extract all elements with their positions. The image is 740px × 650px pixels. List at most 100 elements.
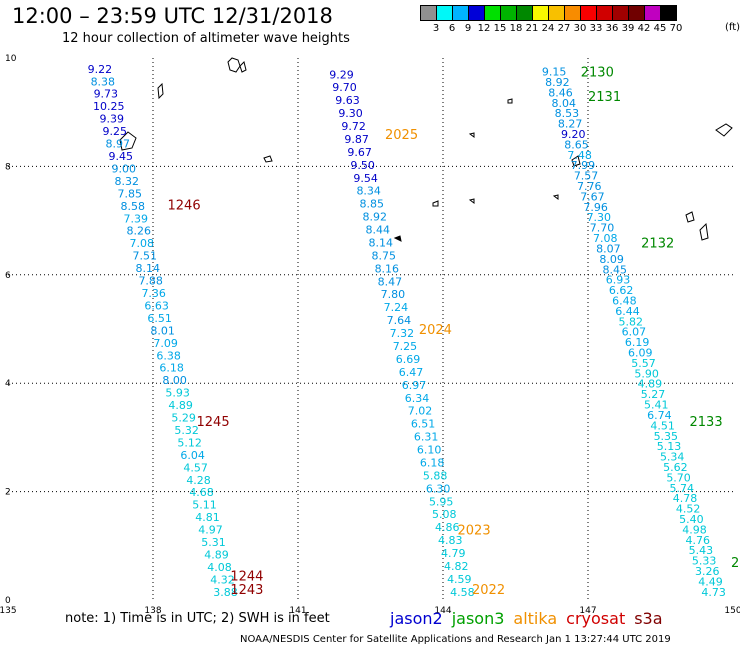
wave-height-label: 6.31 [414,431,439,444]
wave-height-label: 9.87 [344,133,369,146]
wave-height-label: 4.89 [168,399,193,412]
wave-height-label: 6.51 [411,418,436,431]
chart-subtitle: 12 hour collection of altimeter wave hei… [62,31,350,46]
wave-height-label: 5.88 [423,469,448,482]
satellite-label: altika [513,609,558,628]
wave-height-label: 7.02 [408,405,433,418]
wave-height-label: 4.57 [183,461,208,474]
time-label: 2025 [385,128,418,143]
time-label: 2024 [419,323,452,338]
wave-height-label: 4.97 [198,524,223,537]
wave-height-label: 8.09 [599,253,624,266]
legend-label: 21 [525,23,539,34]
wave-height-label: 9.29 [329,68,354,81]
wave-height-label: 8.53 [555,107,580,120]
wave-height-label: 6.44 [615,305,640,318]
wave-height-label: 8.97 [106,138,131,151]
time-label: 2130 [581,66,614,81]
wave-height-label: 8.14 [135,262,160,275]
wave-height-label: 5.43 [689,544,714,557]
legend-swatch [660,5,677,21]
wave-height-label: 6.74 [647,409,672,422]
y-tick-label: 10 [5,54,17,64]
x-tick-label: 138 [144,606,161,616]
time-label: 1244 [230,570,263,585]
wave-height-label: 9.39 [100,113,125,126]
wave-height-label: 8.44 [366,224,391,237]
wave-height-label: 7.64 [387,314,412,327]
wave-height-label: 8.46 [548,86,573,99]
satellite-legend: jason2 jason3 altika cryosat s3a [390,609,672,628]
legend-label: 42 [637,23,651,34]
wave-height-label: 5.13 [657,440,682,453]
wave-height-label: 4.28 [186,474,211,487]
wave-height-label: 9.00 [112,162,137,175]
wave-height-label: 7.36 [141,287,166,300]
wave-height-label: 5.12 [177,436,202,449]
time-label: 1245 [197,415,230,430]
wave-height-label: 4.59 [447,573,472,586]
island-outline [432,200,439,207]
time-label: 2 [731,556,739,571]
wave-height-label: 7.25 [393,340,418,353]
legend-swatches [420,5,677,21]
legend-unit: (ft) [725,22,740,33]
wave-height-label: 5.62 [663,461,688,474]
y-tick-label: 4 [5,379,11,389]
footer-note: note: 1) Time is in UTC; 2) SWH is in fe… [65,611,330,626]
wave-height-label: 9.72 [341,120,366,133]
wave-height-label: 7.76 [577,180,602,193]
island-outline [552,194,559,200]
wave-height-label: 5.31 [201,536,226,549]
legend-label: 30 [573,23,587,34]
wave-height-label: 5.74 [670,482,695,495]
legend-label: 6 [448,23,456,34]
legend-label: 9 [464,23,472,34]
wave-height-label: 5.82 [618,315,643,328]
wave-height-label: 7.30 [587,211,612,224]
wave-height-label: 5.08 [432,508,457,521]
wave-height-label: 6.69 [396,353,421,366]
wave-height-label: 5.32 [174,424,199,437]
wave-height-label: 8.34 [356,185,381,198]
wave-height-label: 8.16 [375,262,400,275]
wave-height-label: 6.51 [147,312,172,325]
wave-height-label: 7.80 [381,288,406,301]
legend-labels: 3 6 9 12 15 18 21 24 27 30 33 36 39 42 45 70 [420,21,683,35]
wave-height-label: 4.81 [195,511,220,524]
wave-height-label: 8.92 [545,76,570,89]
wave-height-label: 7.32 [390,327,415,340]
time-label: 1246 [168,198,201,213]
wave-height-label: 4.89 [204,549,229,562]
wave-height-label: 3.88 [213,586,238,599]
chart-title: 12:00 – 23:59 UTC 12/31/2018 [12,4,333,28]
legend-label: 15 [493,23,507,34]
wave-height-labels: 9.228.389.7310.259.399.258.979.459.008.3… [88,63,726,599]
wave-height-label: 9.30 [338,107,363,120]
legend-label: 24 [541,23,555,34]
wave-height-label: 4.89 [638,378,663,391]
wave-height-label: 4.82 [444,560,469,573]
wave-height-label: 7.57 [574,170,599,183]
wave-height-label: 8.75 [372,249,397,262]
wave-height-label: 4.68 [189,486,214,499]
wave-height-label: 6.34 [405,392,430,405]
wave-height-label: 7.99 [571,159,596,172]
time-label: 2131 [588,90,621,105]
legend-label: 70 [669,23,683,34]
wave-height-label: 4.86 [435,521,460,534]
wave-height-label: 7.85 [118,187,143,200]
wave-height-label: 9.67 [347,146,372,159]
wave-height-label: 9.73 [94,88,119,101]
wave-height-label: 9.20 [561,128,586,141]
wave-height-label: 6.18 [159,362,184,375]
legend-label: 45 [653,23,667,34]
satellite-label: jason3 [451,609,505,628]
wave-height-label: 4.52 [676,503,701,516]
wave-height-label: 4.49 [698,575,723,588]
wave-height-label: 5.93 [165,387,190,400]
wave-height-label: 9.15 [542,66,567,79]
wave-height-label: 9.63 [335,94,360,107]
wave-height-label: 6.62 [609,284,634,297]
